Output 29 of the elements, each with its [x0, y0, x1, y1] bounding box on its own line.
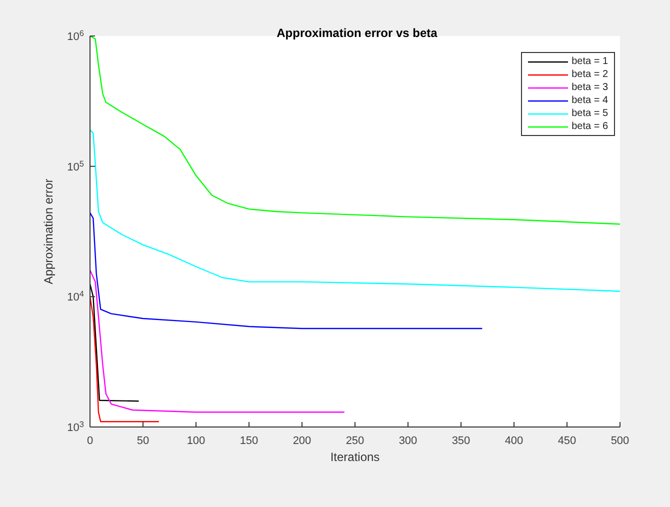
x-tick-label: 500 — [610, 434, 630, 447]
legend-label: beta = 1 — [572, 56, 608, 67]
y-tick-label: 10$^{5}$ — [67, 158, 84, 174]
line-series — [90, 129, 620, 292]
x-axis-title: Iterations — [330, 450, 380, 464]
y-tick-label: 10$^{4}$ — [67, 289, 84, 304]
line-series — [90, 296, 160, 422]
x-tick-label: 50 — [136, 434, 150, 447]
line-series — [90, 212, 483, 330]
x-tick-label: 300 — [398, 434, 418, 447]
x-tick-label: 350 — [452, 434, 470, 447]
x-tick-label: 100 — [186, 434, 206, 447]
x-tick-label: 400 — [504, 434, 524, 447]
x-tick-label: 200 — [292, 434, 312, 447]
line-series — [90, 283, 140, 402]
x-tick-label: 150 — [240, 434, 258, 447]
x-tick-label: 250 — [346, 434, 364, 447]
y-axis-title: Approximation error — [41, 178, 56, 284]
legend-label: beta = 2 — [572, 69, 608, 80]
line-series — [90, 269, 345, 413]
legend-label: beta = 4 — [572, 95, 608, 106]
legend-label: beta = 5 — [572, 108, 608, 119]
legend-label: beta = 3 — [572, 82, 608, 93]
chart-title: Approximation error vs beta — [276, 26, 438, 40]
x-tick-label: 0 — [86, 434, 94, 447]
y-tick-label: 10$^{6}$ — [67, 28, 84, 43]
legend-label: beta = 6 — [572, 121, 608, 132]
x-tick-label: 450 — [558, 434, 576, 447]
y-tick-label: 10$^{3}$ — [67, 420, 84, 434]
